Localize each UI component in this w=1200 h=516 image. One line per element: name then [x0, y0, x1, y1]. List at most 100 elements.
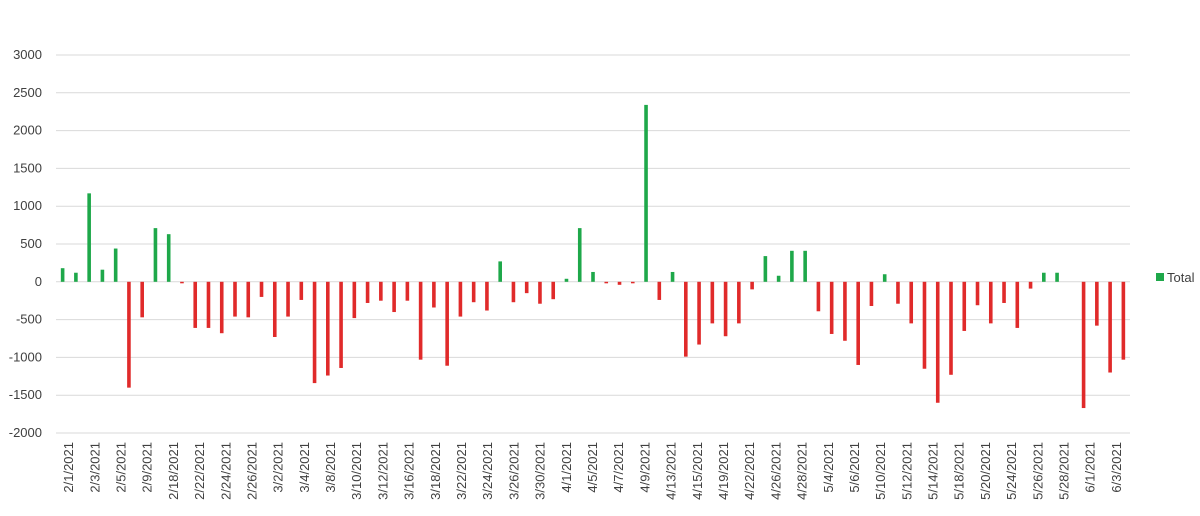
x-tick-label: 5/24/2021: [1004, 442, 1019, 500]
bar: [882, 274, 887, 282]
bar: [737, 281, 741, 324]
y-tick-label: 1500: [13, 160, 42, 175]
y-tick-label: -2000: [9, 425, 42, 440]
bar: [869, 281, 874, 306]
bar: [365, 281, 370, 303]
x-tick-label: 3/26/2021: [506, 442, 521, 500]
bars: [60, 104, 1126, 409]
x-tick-label: 2/26/2021: [244, 442, 259, 500]
bar: [60, 268, 65, 282]
x-tick-label: 5/28/2021: [1057, 442, 1072, 500]
legend: Total: [1156, 270, 1195, 285]
bar: [100, 269, 105, 282]
x-tick-label: 4/9/2021: [637, 442, 652, 493]
y-tick-label: 1000: [13, 198, 42, 213]
bar: [829, 281, 834, 334]
x-tick-label: 3/16/2021: [402, 442, 417, 500]
bar: [352, 281, 357, 319]
bar: [379, 281, 383, 301]
bar: [710, 281, 715, 324]
bar: [803, 250, 807, 282]
bar: [74, 272, 78, 282]
bar: [551, 281, 556, 300]
y-tick-label: 500: [20, 236, 42, 251]
bar: [975, 281, 980, 306]
y-tick-label: 2500: [13, 85, 42, 100]
bar: [392, 281, 396, 313]
bar: [538, 281, 542, 304]
x-tick-label: 3/4/2021: [297, 442, 312, 493]
bar: [697, 281, 701, 345]
bar: [1081, 281, 1086, 409]
x-tick-label: 4/5/2021: [585, 442, 600, 493]
legend-swatch-total: [1156, 273, 1164, 281]
bar: [259, 281, 264, 297]
bar: [166, 234, 171, 282]
bar: [1002, 281, 1006, 303]
bar: [432, 281, 436, 308]
bar: [577, 228, 582, 282]
x-tick-label: 3/2/2021: [271, 442, 286, 493]
x-axis-tick-labels: 2/1/2021 2/3/2021 2/5/2021 2/9/2021 2/18/202…: [61, 442, 1124, 500]
bar: [909, 281, 914, 324]
x-tick-label: 6/3/2021: [1109, 442, 1124, 493]
bar: [776, 275, 781, 282]
legend-label-total: Total: [1167, 270, 1195, 285]
x-tick-label: 2/9/2021: [140, 442, 155, 493]
bar: [153, 228, 158, 282]
x-tick-label: 4/19/2021: [716, 442, 731, 500]
x-tick-label: 2/18/2021: [166, 442, 181, 500]
x-tick-label: 3/24/2021: [480, 442, 495, 500]
bar: [193, 281, 198, 328]
bar: [219, 281, 224, 334]
bar: [445, 281, 449, 366]
bar: [485, 281, 489, 311]
bar: [763, 256, 768, 282]
bar: [1108, 281, 1112, 373]
bar: [418, 281, 423, 360]
bar: [962, 281, 967, 331]
bar: [644, 104, 648, 282]
bar: [326, 281, 330, 376]
bar: [471, 281, 476, 303]
bar: [511, 281, 516, 303]
bar: [657, 281, 662, 300]
bar: [591, 271, 595, 282]
bar: [87, 193, 91, 282]
gridlines: [56, 54, 1130, 434]
bar: [405, 281, 410, 301]
x-tick-label: 5/14/2021: [926, 442, 941, 500]
bar: [843, 281, 847, 341]
bar: [750, 281, 754, 290]
x-tick-label: 2/5/2021: [113, 442, 128, 493]
x-tick-label: 3/8/2021: [323, 442, 338, 493]
bar: [604, 281, 609, 284]
bar: [498, 261, 502, 282]
bar: [233, 281, 237, 317]
x-tick-label: 4/15/2021: [690, 442, 705, 500]
x-tick-label: 4/22/2021: [742, 442, 757, 500]
x-tick-label: 3/18/2021: [428, 442, 443, 500]
bar: [127, 281, 131, 388]
x-tick-label: 5/10/2021: [873, 442, 888, 500]
y-tick-label: 0: [35, 274, 42, 289]
bar: [1028, 281, 1033, 289]
bar: [339, 281, 343, 368]
y-tick-label: 3000: [13, 47, 42, 62]
x-tick-label: 2/1/2021: [61, 442, 76, 493]
y-tick-label: 2000: [13, 123, 42, 138]
bar: [896, 281, 900, 304]
bar: [524, 281, 529, 294]
bar: [630, 281, 635, 284]
bar: [1055, 272, 1059, 282]
bar: [1095, 281, 1099, 326]
bar: [206, 281, 211, 328]
y-tick-label: -500: [16, 312, 42, 327]
x-tick-label: 4/28/2021: [795, 442, 810, 500]
bar: [935, 281, 940, 403]
bar: [856, 281, 860, 365]
bar: [312, 281, 317, 384]
bar: [246, 281, 251, 318]
x-tick-label: 4/13/2021: [664, 442, 679, 500]
x-tick-label: 4/7/2021: [611, 442, 626, 493]
